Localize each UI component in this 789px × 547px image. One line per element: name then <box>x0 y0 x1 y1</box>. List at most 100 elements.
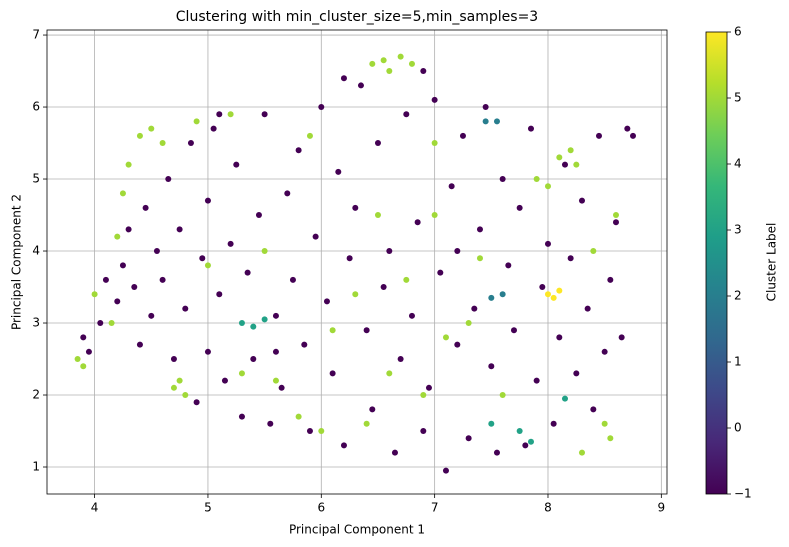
point <box>403 111 410 118</box>
point <box>340 75 347 82</box>
point <box>618 334 625 341</box>
point <box>369 60 376 67</box>
y-axis-label: Principal Component 2 <box>10 194 24 330</box>
point <box>465 435 472 442</box>
y-tick-label: 7 <box>32 28 40 42</box>
point <box>442 334 449 341</box>
point <box>471 305 478 312</box>
x-tick-label: 6 <box>317 501 325 515</box>
point <box>510 327 517 334</box>
point <box>216 111 223 118</box>
point <box>301 341 308 348</box>
point <box>499 291 506 298</box>
point <box>550 420 557 427</box>
x-tick-label: 5 <box>204 501 212 515</box>
point <box>216 291 223 298</box>
point <box>567 255 574 262</box>
point <box>397 53 404 60</box>
point <box>119 262 126 269</box>
point <box>459 132 466 139</box>
point <box>488 420 495 427</box>
point <box>357 82 364 89</box>
point <box>420 428 427 435</box>
point <box>590 248 597 255</box>
y-tick-label: 4 <box>32 244 40 258</box>
point <box>363 420 370 427</box>
point <box>329 327 336 334</box>
point <box>408 312 415 319</box>
chart-title: Clustering with min_cluster_size=5,min_s… <box>176 9 538 25</box>
point <box>227 111 234 118</box>
point <box>363 327 370 334</box>
point <box>261 316 268 323</box>
point <box>601 420 608 427</box>
point <box>522 442 529 449</box>
point <box>142 204 149 211</box>
point <box>437 269 444 276</box>
y-tick-label: 6 <box>32 100 40 114</box>
point <box>431 212 438 219</box>
point <box>516 204 523 211</box>
point <box>533 176 540 183</box>
point <box>85 348 92 355</box>
point <box>448 183 455 190</box>
point <box>607 435 614 442</box>
point <box>561 395 568 402</box>
point <box>329 370 336 377</box>
point <box>544 240 551 247</box>
point <box>476 226 483 233</box>
point <box>505 262 512 269</box>
x-tick-label: 9 <box>658 501 666 515</box>
y-tick-label: 3 <box>32 316 40 330</box>
point <box>306 132 313 139</box>
point <box>397 356 404 363</box>
point <box>482 118 489 125</box>
point <box>556 154 563 161</box>
colorbar-tick-label: 1 <box>734 355 742 369</box>
point <box>272 312 279 319</box>
point <box>346 255 353 262</box>
point <box>199 255 206 262</box>
point <box>527 125 534 132</box>
point <box>193 118 200 125</box>
point <box>431 140 438 147</box>
point <box>374 212 381 219</box>
point <box>465 320 472 327</box>
point <box>567 147 574 154</box>
point <box>148 312 155 319</box>
colorbar-label: Cluster Label <box>765 223 779 302</box>
point <box>136 132 143 139</box>
point <box>204 262 211 269</box>
point <box>380 284 387 291</box>
point <box>403 276 410 283</box>
point <box>431 96 438 103</box>
point <box>420 68 427 75</box>
point <box>386 248 393 255</box>
point <box>153 248 160 255</box>
point <box>295 147 302 154</box>
point <box>193 399 200 406</box>
point <box>420 392 427 399</box>
point <box>408 60 415 67</box>
point <box>454 248 461 255</box>
point <box>170 356 177 363</box>
point <box>312 233 319 240</box>
point <box>278 384 285 391</box>
point <box>250 323 257 330</box>
point <box>176 226 183 233</box>
point <box>182 392 189 399</box>
point <box>244 269 251 276</box>
point <box>539 284 546 291</box>
point <box>414 219 421 226</box>
colorbar-tick-label: 2 <box>734 289 742 303</box>
colorbar-tick-label: 3 <box>734 223 742 237</box>
point <box>165 176 172 183</box>
point <box>369 406 376 413</box>
point <box>578 197 585 204</box>
point <box>488 363 495 370</box>
point <box>238 320 245 327</box>
colorbar-tick-label: 4 <box>734 157 742 171</box>
point <box>148 125 155 132</box>
point <box>114 233 121 240</box>
